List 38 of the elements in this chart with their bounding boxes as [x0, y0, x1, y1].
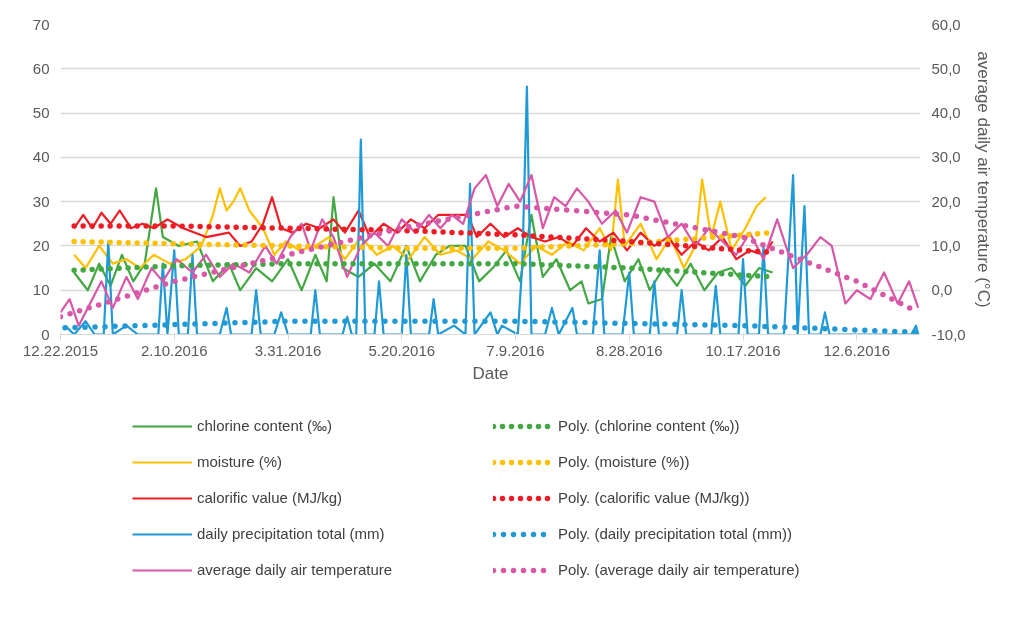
legend-label: average daily air temperature: [197, 561, 394, 578]
x-tick-label: 8.28.2016: [595, 341, 663, 359]
y2-tick-label: 20,0: [931, 192, 961, 210]
x-tick-label: 10.17.2016: [705, 341, 781, 359]
y2-tick-label: -10,0: [931, 325, 966, 343]
y-tick-label: 10: [32, 281, 50, 299]
y-tick-label: 20: [32, 236, 50, 254]
y-tick-label: 0: [41, 325, 50, 343]
x-tick-label: 3.31.2016: [254, 341, 322, 359]
x-axis-title: Date: [472, 363, 509, 383]
y-tick-label: 50: [32, 104, 50, 122]
legend-label: Poly. (calorific value (MJ/kg)): [558, 489, 751, 506]
y-tick-label: 40: [32, 148, 50, 166]
y-tick-label: 70: [32, 15, 50, 33]
x-tick-label: 12.22.2015: [22, 341, 99, 359]
y2-tick-label: 50,0: [931, 59, 961, 77]
legend-label: Poly. (moisture (%)): [558, 453, 691, 470]
y2-tick-label: 10,0: [931, 236, 961, 254]
y-tick-label: 60: [32, 59, 50, 77]
legend-label: Poly. (daily precipitation total (mm)): [558, 525, 793, 542]
legend-label: calorific value (MJ/kg): [197, 489, 344, 506]
y-tick-label: 30: [32, 192, 50, 210]
legend-label: Poly. (chlorine content (‰)): [558, 417, 741, 434]
legend-label: chlorine content (‰): [197, 417, 334, 434]
legend-label: daily precipitation total (mm): [197, 525, 386, 542]
x-tick-label: 12.6.2016: [823, 341, 891, 359]
x-tick-label: 2.10.2016: [140, 341, 208, 359]
line-series: [60, 173, 920, 327]
line-series: [73, 178, 767, 270]
x-tick-label: 5.20.2016: [368, 341, 436, 359]
x-tick-label: 7.9.2016: [486, 341, 545, 359]
y2-tick-label: 60,0: [931, 15, 961, 33]
y2-axis-title: average daily air temperature (°C): [973, 51, 993, 308]
legend-label: Poly. (average daily air temperature): [558, 561, 801, 578]
legend-label: moisture (%): [197, 453, 283, 470]
y2-tick-label: 30,0: [931, 148, 961, 166]
y2-tick-label: 40,0: [931, 104, 961, 122]
y2-tick-label: 0,0: [931, 281, 953, 299]
